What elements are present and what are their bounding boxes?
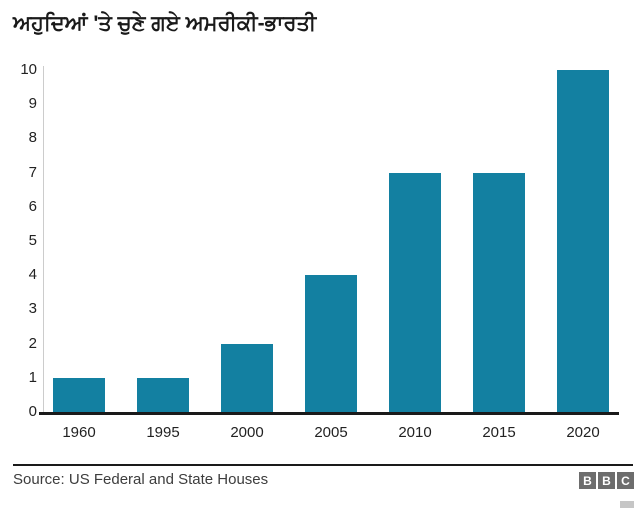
- bar-1960: [53, 378, 105, 412]
- bar-2000: [221, 344, 273, 412]
- bbc-logo-block: C: [617, 472, 634, 489]
- bar-2015: [473, 173, 525, 412]
- y-axis: 0 1 2 3 4 5 6 7 8 9 10: [0, 61, 37, 420]
- bar-2010: [389, 173, 441, 412]
- x-tick-2015: 2015: [482, 424, 516, 441]
- x-axis: 1960 1995 2000 2005 2010 2015 2020: [53, 424, 609, 444]
- plot-area: [53, 70, 609, 412]
- y-tick-7: 7: [28, 164, 37, 181]
- y-tick-1: 1: [28, 369, 37, 386]
- chart-title: ਅਹੁਦਿਆਂ 'ਤੇ ਚੁਣੇ ਗਏ ਅਮਰੀਕੀ-ਭਾਰਤੀ: [13, 12, 317, 35]
- x-tick-1960: 1960: [62, 424, 96, 441]
- bbc-logo-block: B: [598, 472, 615, 489]
- x-tick-2000: 2000: [230, 424, 264, 441]
- x-tick-2005: 2005: [314, 424, 348, 441]
- y-tick-3: 3: [28, 300, 37, 317]
- source-text: Source: US Federal and State Houses: [13, 471, 269, 488]
- y-tick-6: 6: [28, 198, 37, 215]
- y-tick-9: 9: [28, 95, 37, 112]
- footer-divider: [13, 464, 633, 466]
- watermark: [620, 501, 634, 508]
- y-axis-line: [43, 66, 44, 412]
- x-tick-1995: 1995: [146, 424, 180, 441]
- bbc-logo-block: B: [579, 472, 596, 489]
- y-tick-2: 2: [28, 335, 37, 352]
- x-tick-2010: 2010: [398, 424, 432, 441]
- y-tick-8: 8: [28, 129, 37, 146]
- bar-2020: [557, 70, 609, 412]
- y-tick-4: 4: [28, 266, 37, 283]
- bar-chart: 0 1 2 3 4 5 6 7 8 9 10 1960 1995 2000 2005 2010 2015 202…: [0, 61, 619, 444]
- y-tick-5: 5: [28, 232, 37, 249]
- y-tick-0: 0: [28, 403, 37, 420]
- y-tick-10: 10: [20, 61, 37, 78]
- bar-2005: [305, 275, 357, 412]
- bar-1995: [137, 378, 189, 412]
- x-axis-baseline: [39, 412, 619, 415]
- x-tick-2020: 2020: [566, 424, 600, 441]
